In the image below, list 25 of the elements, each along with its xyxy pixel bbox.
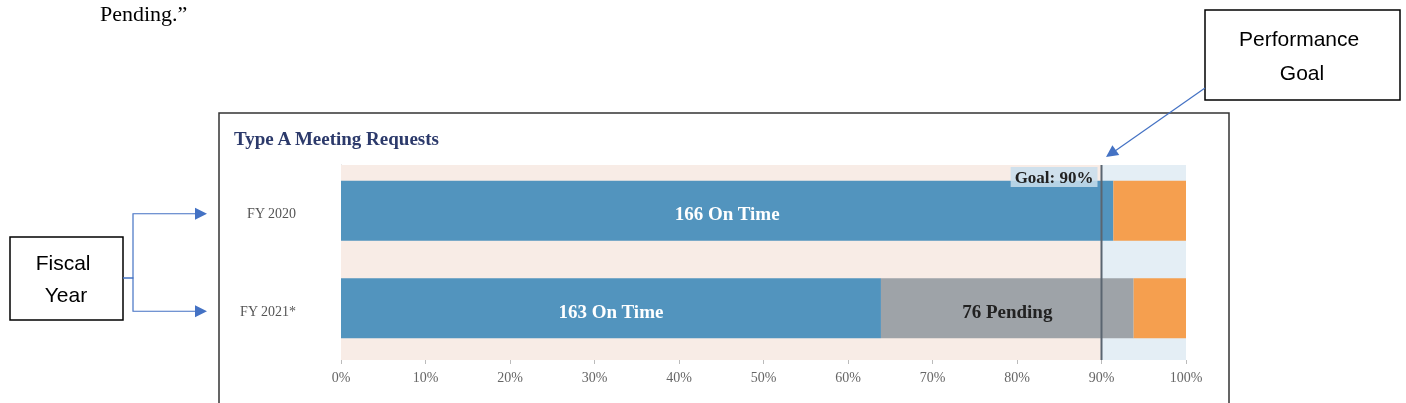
x-tick-label: 30%	[581, 369, 608, 385]
x-tick-label: 20%	[497, 369, 524, 385]
annotation: 166 On Time	[674, 203, 780, 225]
x-tick-label: 50%	[750, 369, 777, 385]
x-tick-label: 0%	[331, 369, 351, 385]
x-tick-label: 60%	[835, 369, 862, 385]
x-tick-label: 70%	[919, 369, 946, 385]
ref-line-label: Goal: 90%	[1014, 168, 1094, 187]
bar	[1133, 278, 1186, 339]
annotation: 76 Pending	[962, 300, 1053, 322]
bar	[1113, 180, 1186, 241]
x-tick-label: 10%	[412, 369, 439, 385]
x-tick-label: 80%	[1004, 369, 1031, 385]
x-tick-label: 40%	[666, 369, 693, 385]
chart-title: Type A Meeting Requests	[234, 128, 439, 149]
text: Performance Goal	[1238, 26, 1366, 84]
text: Pending.”	[100, 0, 188, 26]
y-tick-label: FY 2021*	[240, 303, 296, 319]
annotation: 163 On Time	[558, 300, 664, 322]
x-tick-label: 100%	[1169, 369, 1203, 385]
y-tick-label: FY 2020	[247, 206, 296, 222]
x-tick-label: 90%	[1088, 369, 1115, 385]
bar	[880, 278, 1134, 339]
text: Fiscal Year	[35, 250, 97, 306]
bar	[341, 278, 881, 339]
